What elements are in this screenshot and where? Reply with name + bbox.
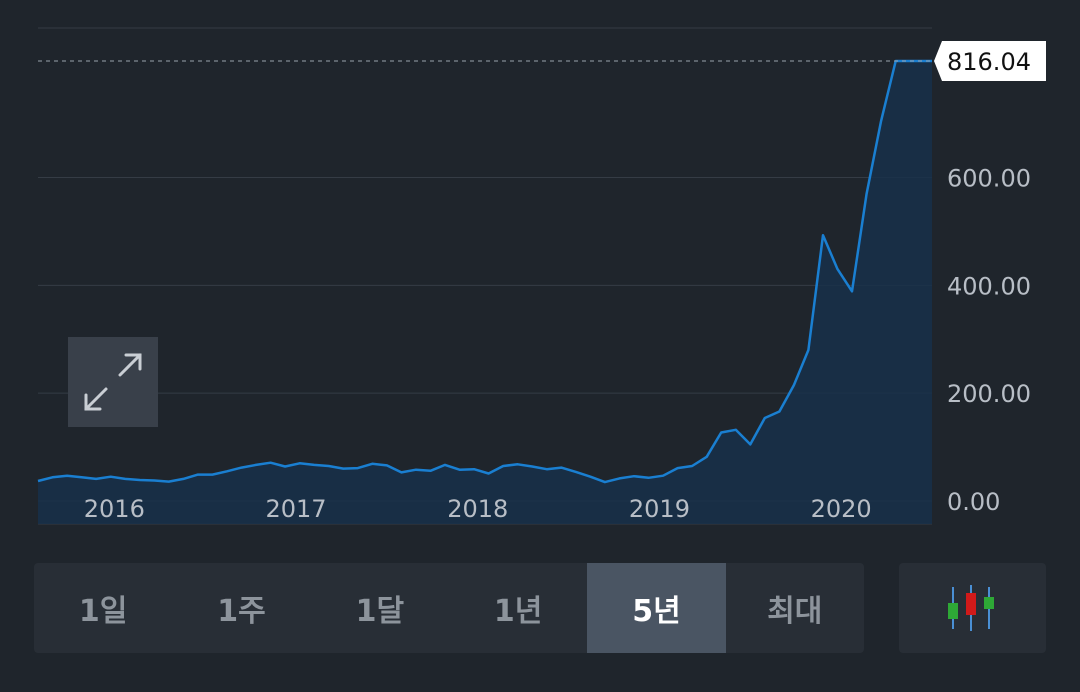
x-tick-label: 2019 xyxy=(629,495,690,523)
current-price-tag: 816.04 xyxy=(934,41,1046,81)
x-tick-label: 2018 xyxy=(447,495,508,523)
range-button-1-day[interactable]: 1일 xyxy=(78,594,128,629)
expand-arrows-icon xyxy=(84,353,142,411)
range-button-1-year[interactable]: 1년 xyxy=(493,594,543,629)
x-tick-label: 2020 xyxy=(811,495,872,523)
x-axis-labels: 2016 2017 2018 2019 2020 xyxy=(84,495,872,523)
range-button-max[interactable]: 최대 xyxy=(767,594,823,629)
range-button-5-years[interactable]: 5년 xyxy=(587,563,726,653)
y-tick-label: 600.00 xyxy=(947,164,1031,192)
y-tick-label: 200.00 xyxy=(947,380,1031,408)
chart-area-fill xyxy=(38,61,932,524)
y-axis-labels: 0.00 200.00 400.00 600.00 xyxy=(947,164,1031,516)
chart-type-toggle-button[interactable] xyxy=(899,563,1046,653)
y-tick-label: 0.00 xyxy=(947,488,1000,516)
x-tick-label: 2016 xyxy=(84,495,145,523)
x-tick-label: 2017 xyxy=(265,495,326,523)
current-price-value: 816.04 xyxy=(947,48,1031,76)
range-button-1-week[interactable]: 1주 xyxy=(217,594,266,629)
y-tick-label: 400.00 xyxy=(947,272,1031,300)
expand-chart-button[interactable] xyxy=(68,337,158,427)
candlestick-icon xyxy=(947,585,994,631)
range-button-1-month[interactable]: 1달 xyxy=(355,594,405,629)
time-range-selector: 1일 1주 1달 1년 5년 최대 xyxy=(34,563,864,653)
chart-price-line xyxy=(37,59,932,484)
